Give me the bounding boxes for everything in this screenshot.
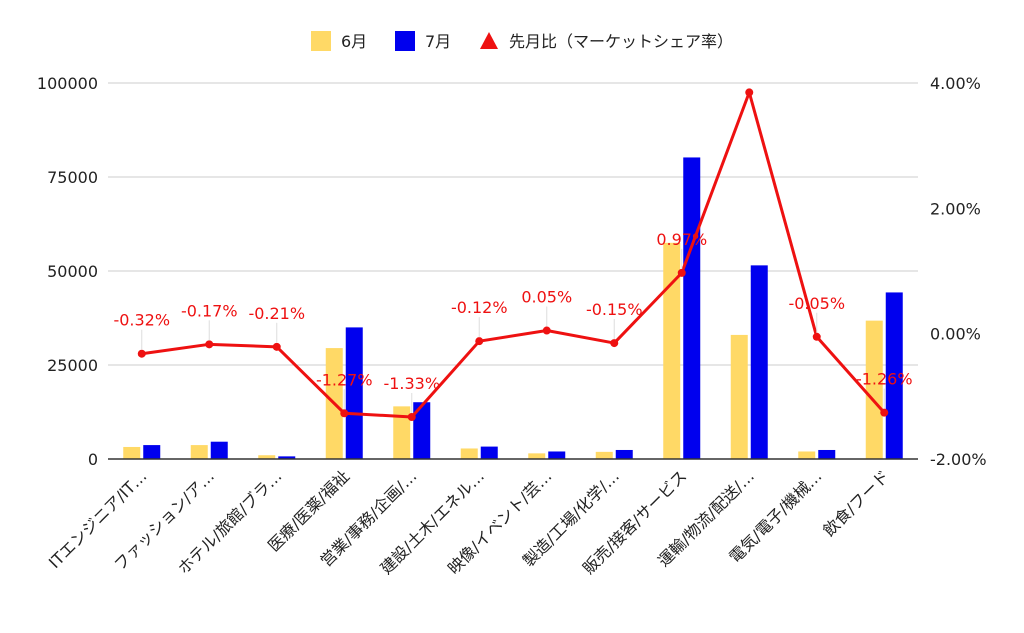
bar-7月-9: [750, 265, 768, 459]
bar-series: [123, 157, 903, 459]
line-series: [137, 88, 889, 422]
legend-swatch: [395, 31, 415, 51]
bar-7月-4: [413, 402, 431, 459]
legend-label: 先月比（マーケットシェア率）: [509, 32, 733, 51]
right-tick-label: -2.00%: [930, 450, 987, 469]
legend-swatch: [311, 31, 331, 51]
bar-6月-10: [798, 451, 816, 459]
line-point: [340, 409, 349, 418]
line-point: [812, 332, 821, 341]
legend-marker: [480, 32, 498, 49]
right-tick-label: 4.00%: [930, 74, 981, 93]
line-data-labels: -0.32% -0.17% -0.21% -1.27% -1.33% -0.12% 0.05…: [113, 230, 913, 414]
bar-6月-9: [730, 334, 748, 459]
line-point: [745, 88, 754, 97]
bar-6月-4: [393, 406, 411, 459]
category-label: 飲食/フード: [819, 466, 893, 540]
line-point: [610, 339, 619, 348]
left-tick-label: 0: [88, 450, 98, 469]
left-axis-ticks: 0 25000 50000 75000 100000: [37, 74, 98, 469]
right-tick-label: 2.00%: [930, 199, 981, 218]
line-point: [880, 408, 889, 417]
left-tick-label: 25000: [47, 356, 98, 375]
line-point: [205, 340, 214, 349]
left-tick-label: 50000: [47, 262, 98, 281]
line-data-label: 0.97%: [656, 230, 707, 249]
bar-6月-0: [123, 446, 141, 459]
line-point: [542, 326, 551, 335]
line-point: [272, 342, 281, 351]
bar-6月-5: [460, 448, 478, 459]
bar-7月-7: [615, 449, 633, 459]
legend: 6月 7月 先月比（マーケットシェア率）: [311, 31, 733, 51]
bar-7月-5: [480, 446, 498, 459]
line-point: [407, 413, 416, 422]
line-data-label: -0.21%: [248, 304, 305, 323]
bar-7月-8: [683, 157, 701, 459]
category-labels: ITエンジニア/IT…ファッション/ア…ホテル/旅館/ブラ…医療/医薬/福祉営業…: [45, 466, 893, 578]
line-data-label: -0.05%: [788, 294, 845, 313]
line-data-label: -0.15%: [586, 300, 643, 319]
legend-label: 6月: [341, 32, 367, 51]
left-tick-label: 100000: [37, 74, 98, 93]
gridlines: [108, 82, 918, 366]
line-data-label: -1.27%: [316, 370, 373, 389]
line-data-label: 0.05%: [521, 288, 572, 307]
line-data-label: -1.26%: [856, 370, 913, 389]
bar-6月-8: [663, 242, 681, 459]
line-data-label: -0.32%: [113, 311, 170, 330]
bar-7月-1: [210, 441, 228, 459]
line-point: [137, 349, 146, 358]
line-data-label: -0.17%: [181, 301, 238, 320]
bar-6月-1: [190, 445, 208, 459]
line-point: [677, 268, 686, 277]
bar-6月-6: [528, 453, 546, 459]
bar-7月-3: [345, 327, 363, 459]
line-point: [475, 337, 484, 346]
left-tick-label: 75000: [47, 168, 98, 187]
bar-6月-2: [258, 455, 276, 459]
bar-7月-10: [818, 449, 836, 459]
bar-7月-11: [885, 292, 903, 459]
right-tick-label: 0.00%: [930, 325, 981, 344]
line-data-label: -1.33%: [383, 374, 440, 393]
bar-7月-0: [143, 445, 161, 459]
bar-7月-6: [548, 451, 566, 459]
bar-6月-11: [865, 320, 883, 459]
right-axis-ticks: -2.00% 0.00% 2.00% 4.00%: [930, 74, 987, 469]
bar-7月-2: [278, 456, 296, 459]
legend-label: 7月: [425, 32, 451, 51]
line-data-label: -0.12%: [451, 298, 508, 317]
bar-6月-7: [595, 451, 613, 459]
line-path: [141, 90, 886, 419]
